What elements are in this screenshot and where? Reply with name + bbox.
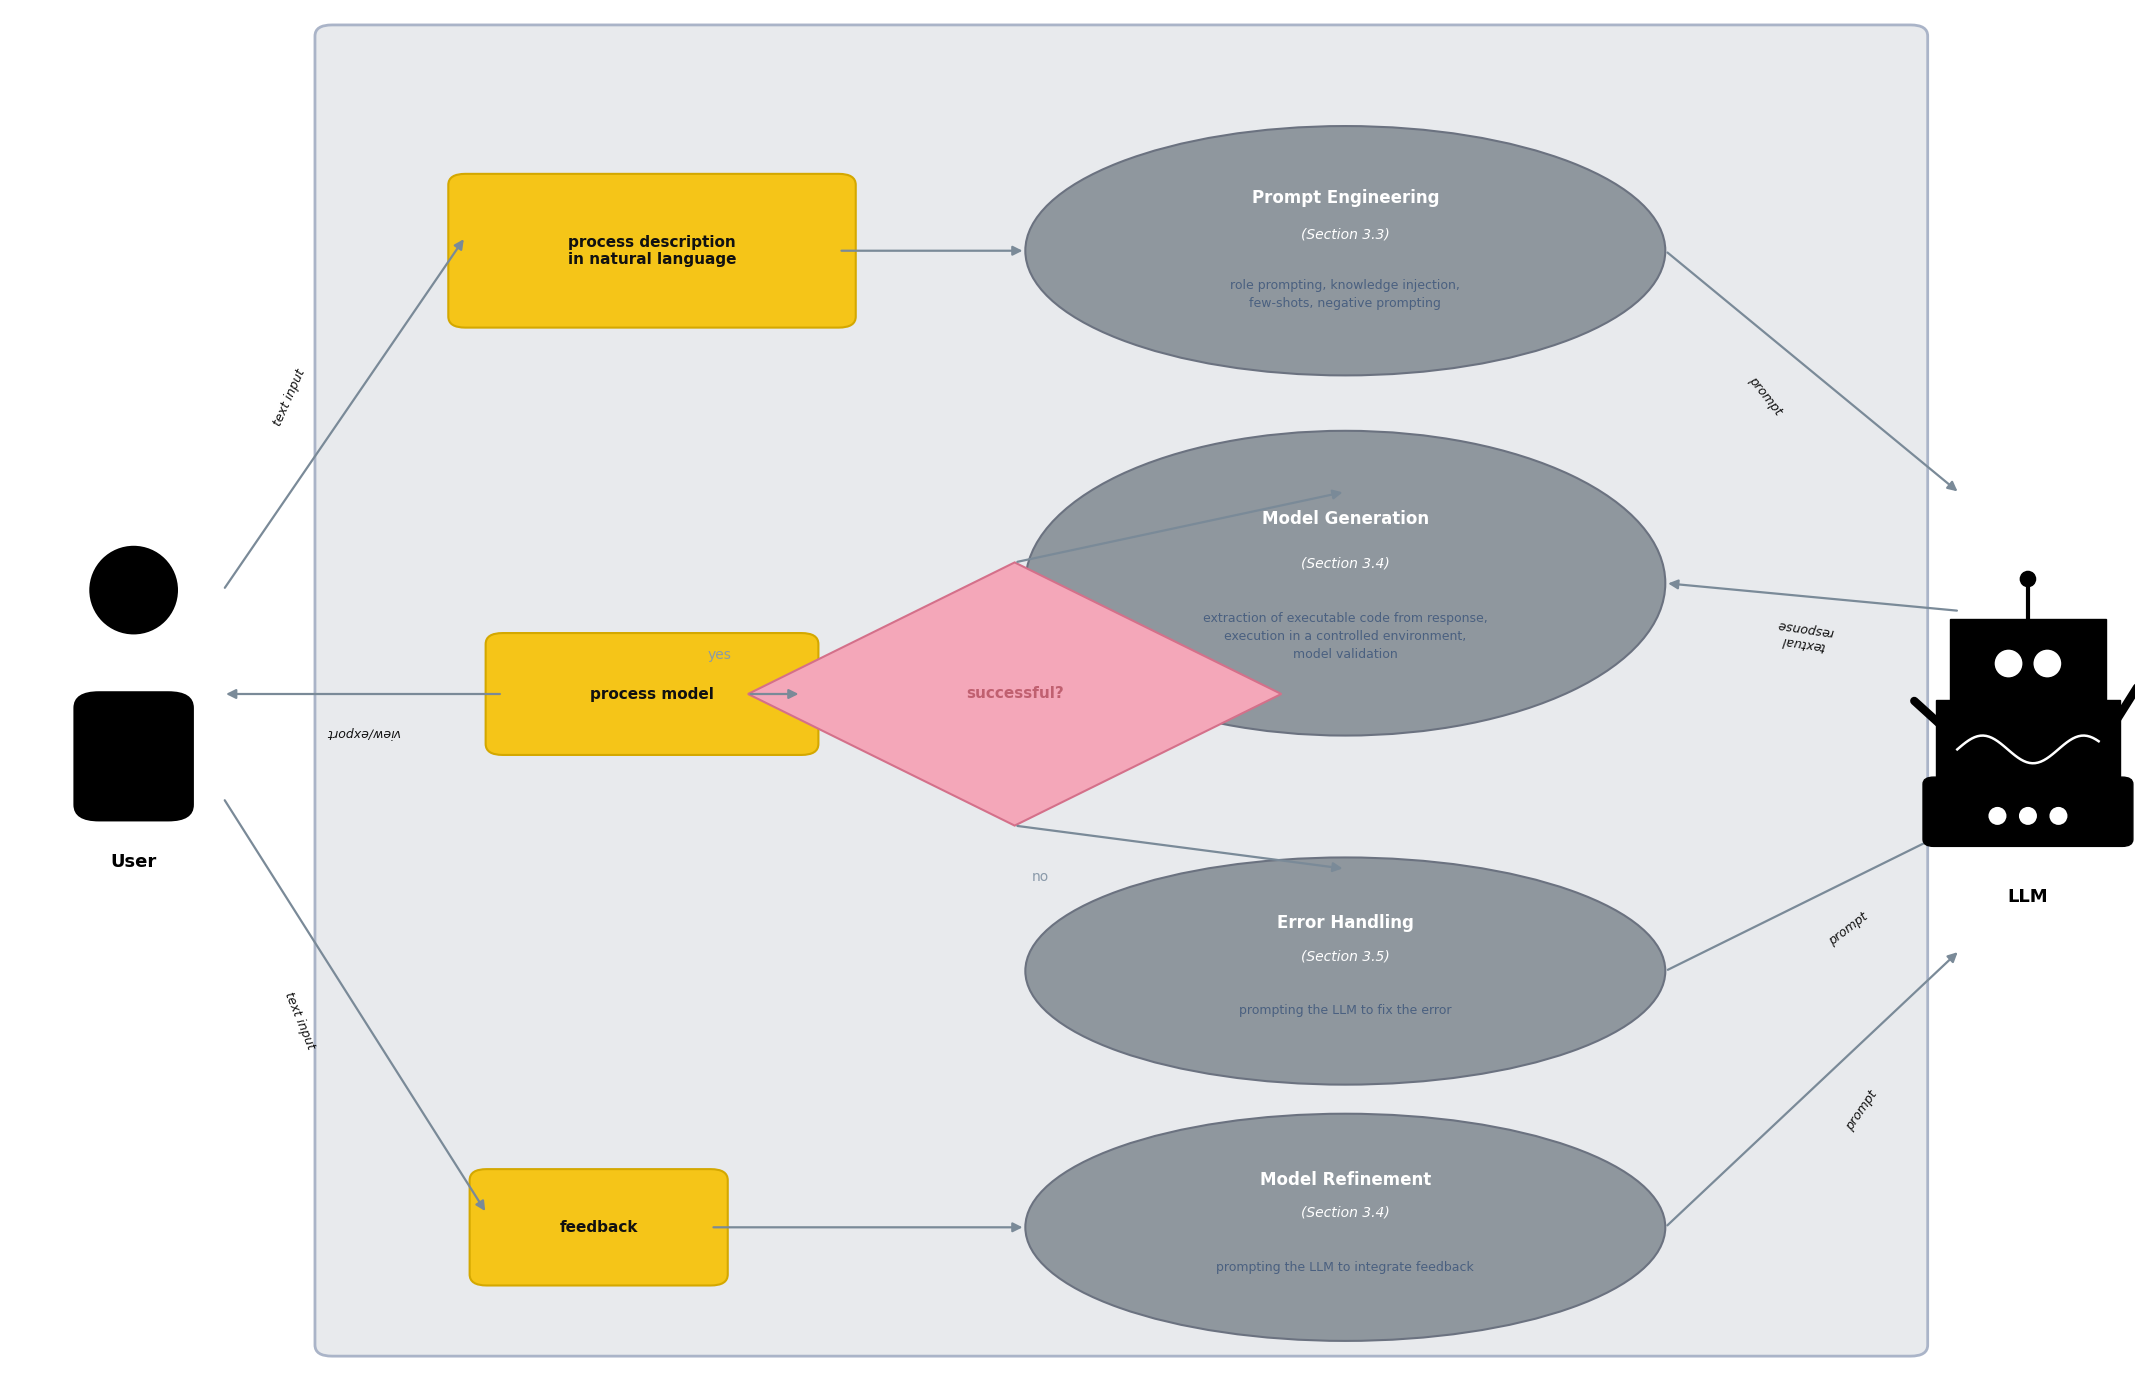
- Text: Model Refinement: Model Refinement: [1260, 1170, 1431, 1188]
- Text: Prompt Engineering: Prompt Engineering: [1252, 189, 1440, 207]
- FancyBboxPatch shape: [449, 174, 857, 328]
- FancyBboxPatch shape: [470, 1169, 728, 1285]
- Text: yes: yes: [707, 648, 731, 662]
- Text: successful?: successful?: [965, 687, 1064, 701]
- Text: text input: text input: [271, 368, 308, 428]
- FancyBboxPatch shape: [73, 691, 194, 822]
- FancyBboxPatch shape: [1950, 619, 2106, 700]
- Text: textual
response: textual response: [1773, 618, 1835, 654]
- Text: prompting the LLM to fix the error: prompting the LLM to fix the error: [1239, 1005, 1452, 1017]
- Ellipse shape: [1025, 126, 1666, 375]
- Text: view/export: view/export: [327, 726, 399, 740]
- Text: User: User: [111, 854, 156, 872]
- FancyBboxPatch shape: [1935, 700, 2119, 794]
- Text: prompting the LLM to integrate feedback: prompting the LLM to integrate feedback: [1215, 1260, 1474, 1274]
- Ellipse shape: [2048, 806, 2068, 824]
- Polygon shape: [748, 562, 1282, 826]
- Text: (Section 3.5): (Section 3.5): [1301, 949, 1391, 963]
- Text: (Section 3.4): (Section 3.4): [1301, 557, 1391, 570]
- Text: (Section 3.3): (Section 3.3): [1301, 228, 1391, 242]
- Text: extraction of executable code from response,
execution in a controlled environme: extraction of executable code from respo…: [1203, 612, 1487, 661]
- Text: (Section 3.4): (Section 3.4): [1301, 1206, 1391, 1220]
- Ellipse shape: [1025, 858, 1666, 1084]
- FancyBboxPatch shape: [485, 633, 818, 755]
- Text: LLM: LLM: [2008, 888, 2048, 906]
- Text: role prompting, knowledge injection,
few-shots, negative prompting: role prompting, knowledge injection, few…: [1230, 279, 1461, 310]
- Text: feedback: feedback: [560, 1220, 639, 1235]
- Text: Model Generation: Model Generation: [1262, 511, 1429, 529]
- FancyBboxPatch shape: [1922, 777, 2134, 847]
- Text: process description
in natural language: process description in natural language: [568, 235, 737, 266]
- Text: process model: process model: [590, 687, 713, 701]
- Ellipse shape: [1989, 806, 2006, 824]
- FancyBboxPatch shape: [314, 25, 1927, 1356]
- Ellipse shape: [1025, 430, 1666, 736]
- Ellipse shape: [1995, 650, 2023, 677]
- Ellipse shape: [90, 545, 177, 634]
- Text: prompt: prompt: [1747, 373, 1786, 418]
- Ellipse shape: [2019, 806, 2038, 824]
- Text: Error Handling: Error Handling: [1277, 915, 1414, 933]
- Text: text input: text input: [282, 990, 318, 1051]
- Text: prompt: prompt: [1826, 911, 1871, 948]
- Text: no: no: [1032, 870, 1049, 884]
- Ellipse shape: [2021, 570, 2036, 587]
- Text: prompt: prompt: [1843, 1088, 1880, 1133]
- Ellipse shape: [1025, 1113, 1666, 1341]
- Ellipse shape: [2033, 650, 2061, 677]
